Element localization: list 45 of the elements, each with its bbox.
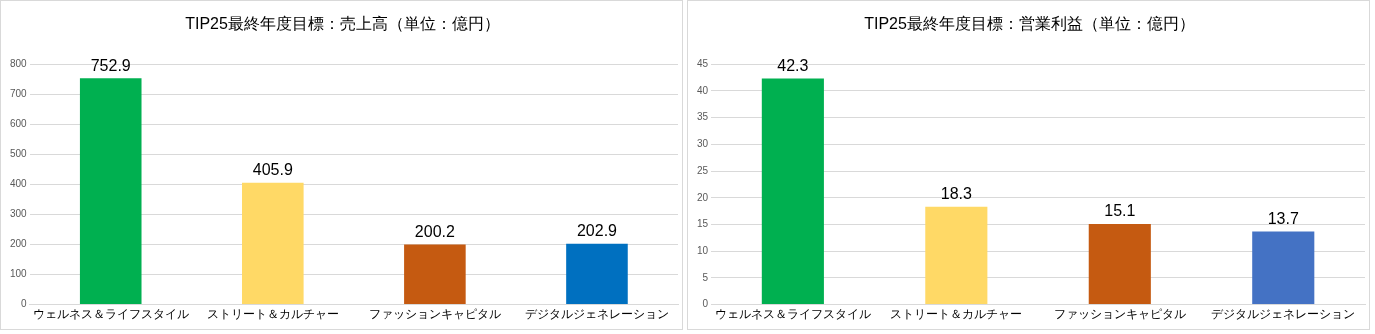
- y-tick-label: 25: [697, 164, 709, 176]
- y-tick-label: 15: [697, 218, 709, 230]
- y-tick-label: 0: [21, 298, 28, 310]
- chart-title: TIP25最終年度目標：営業利益（単位：億円）: [864, 15, 1195, 33]
- y-tick-label: 400: [10, 178, 28, 190]
- x-tick-label: ストリート＆カルチャー: [206, 307, 339, 322]
- y-tick-label: 35: [697, 111, 709, 123]
- y-tick-label: 10: [697, 244, 709, 256]
- bar: [761, 78, 824, 305]
- y-tick-label: 200: [10, 238, 28, 250]
- bar: [1088, 223, 1151, 305]
- y-tick-label: 45: [697, 57, 709, 69]
- data-label: 42.3: [777, 57, 809, 75]
- data-label: 405.9: [252, 161, 293, 179]
- x-tick-label: ファッションキャピタル: [1053, 307, 1186, 322]
- bar: [566, 243, 628, 305]
- data-label: 13.7: [1267, 209, 1299, 227]
- data-label: 202.9: [576, 222, 618, 240]
- x-tick-label: ファッションキャピタル: [368, 307, 501, 322]
- y-tick-label: 40: [697, 84, 709, 96]
- bar: [242, 182, 304, 305]
- data-label: 18.3: [940, 185, 972, 203]
- data-label: 752.9: [90, 56, 131, 74]
- data-label: 15.1: [1104, 202, 1136, 220]
- bar: [404, 244, 466, 305]
- bar: [925, 206, 988, 305]
- bar: [1252, 231, 1315, 305]
- y-tick-label: 500: [10, 148, 28, 160]
- bar: [79, 78, 142, 305]
- x-tick-label: ウェルネス＆ライフスタイル: [32, 307, 189, 322]
- y-tick-label: 30: [697, 138, 709, 150]
- y-tick-label: 5: [702, 271, 709, 283]
- y-tick-label: 700: [10, 88, 28, 99]
- y-tick-label: 800: [10, 57, 28, 69]
- x-tick-label: ウェルネス＆ライフスタイル: [714, 307, 871, 322]
- y-tick-label: 0: [702, 298, 709, 310]
- y-tick-label: 300: [10, 208, 28, 220]
- x-tick-label: ストリート＆カルチャー: [890, 307, 1023, 322]
- y-tick-label: 600: [10, 118, 28, 130]
- chart-title: TIP25最終年度目標：売上高（単位：億円）: [185, 15, 500, 33]
- y-tick-label: 100: [10, 268, 28, 280]
- data-label: 200.2: [414, 222, 455, 240]
- x-tick-label: デジタルジェネレーション: [524, 307, 669, 322]
- x-tick-label: デジタルジェネレーション: [1211, 307, 1356, 322]
- y-tick-label: 20: [697, 191, 709, 203]
